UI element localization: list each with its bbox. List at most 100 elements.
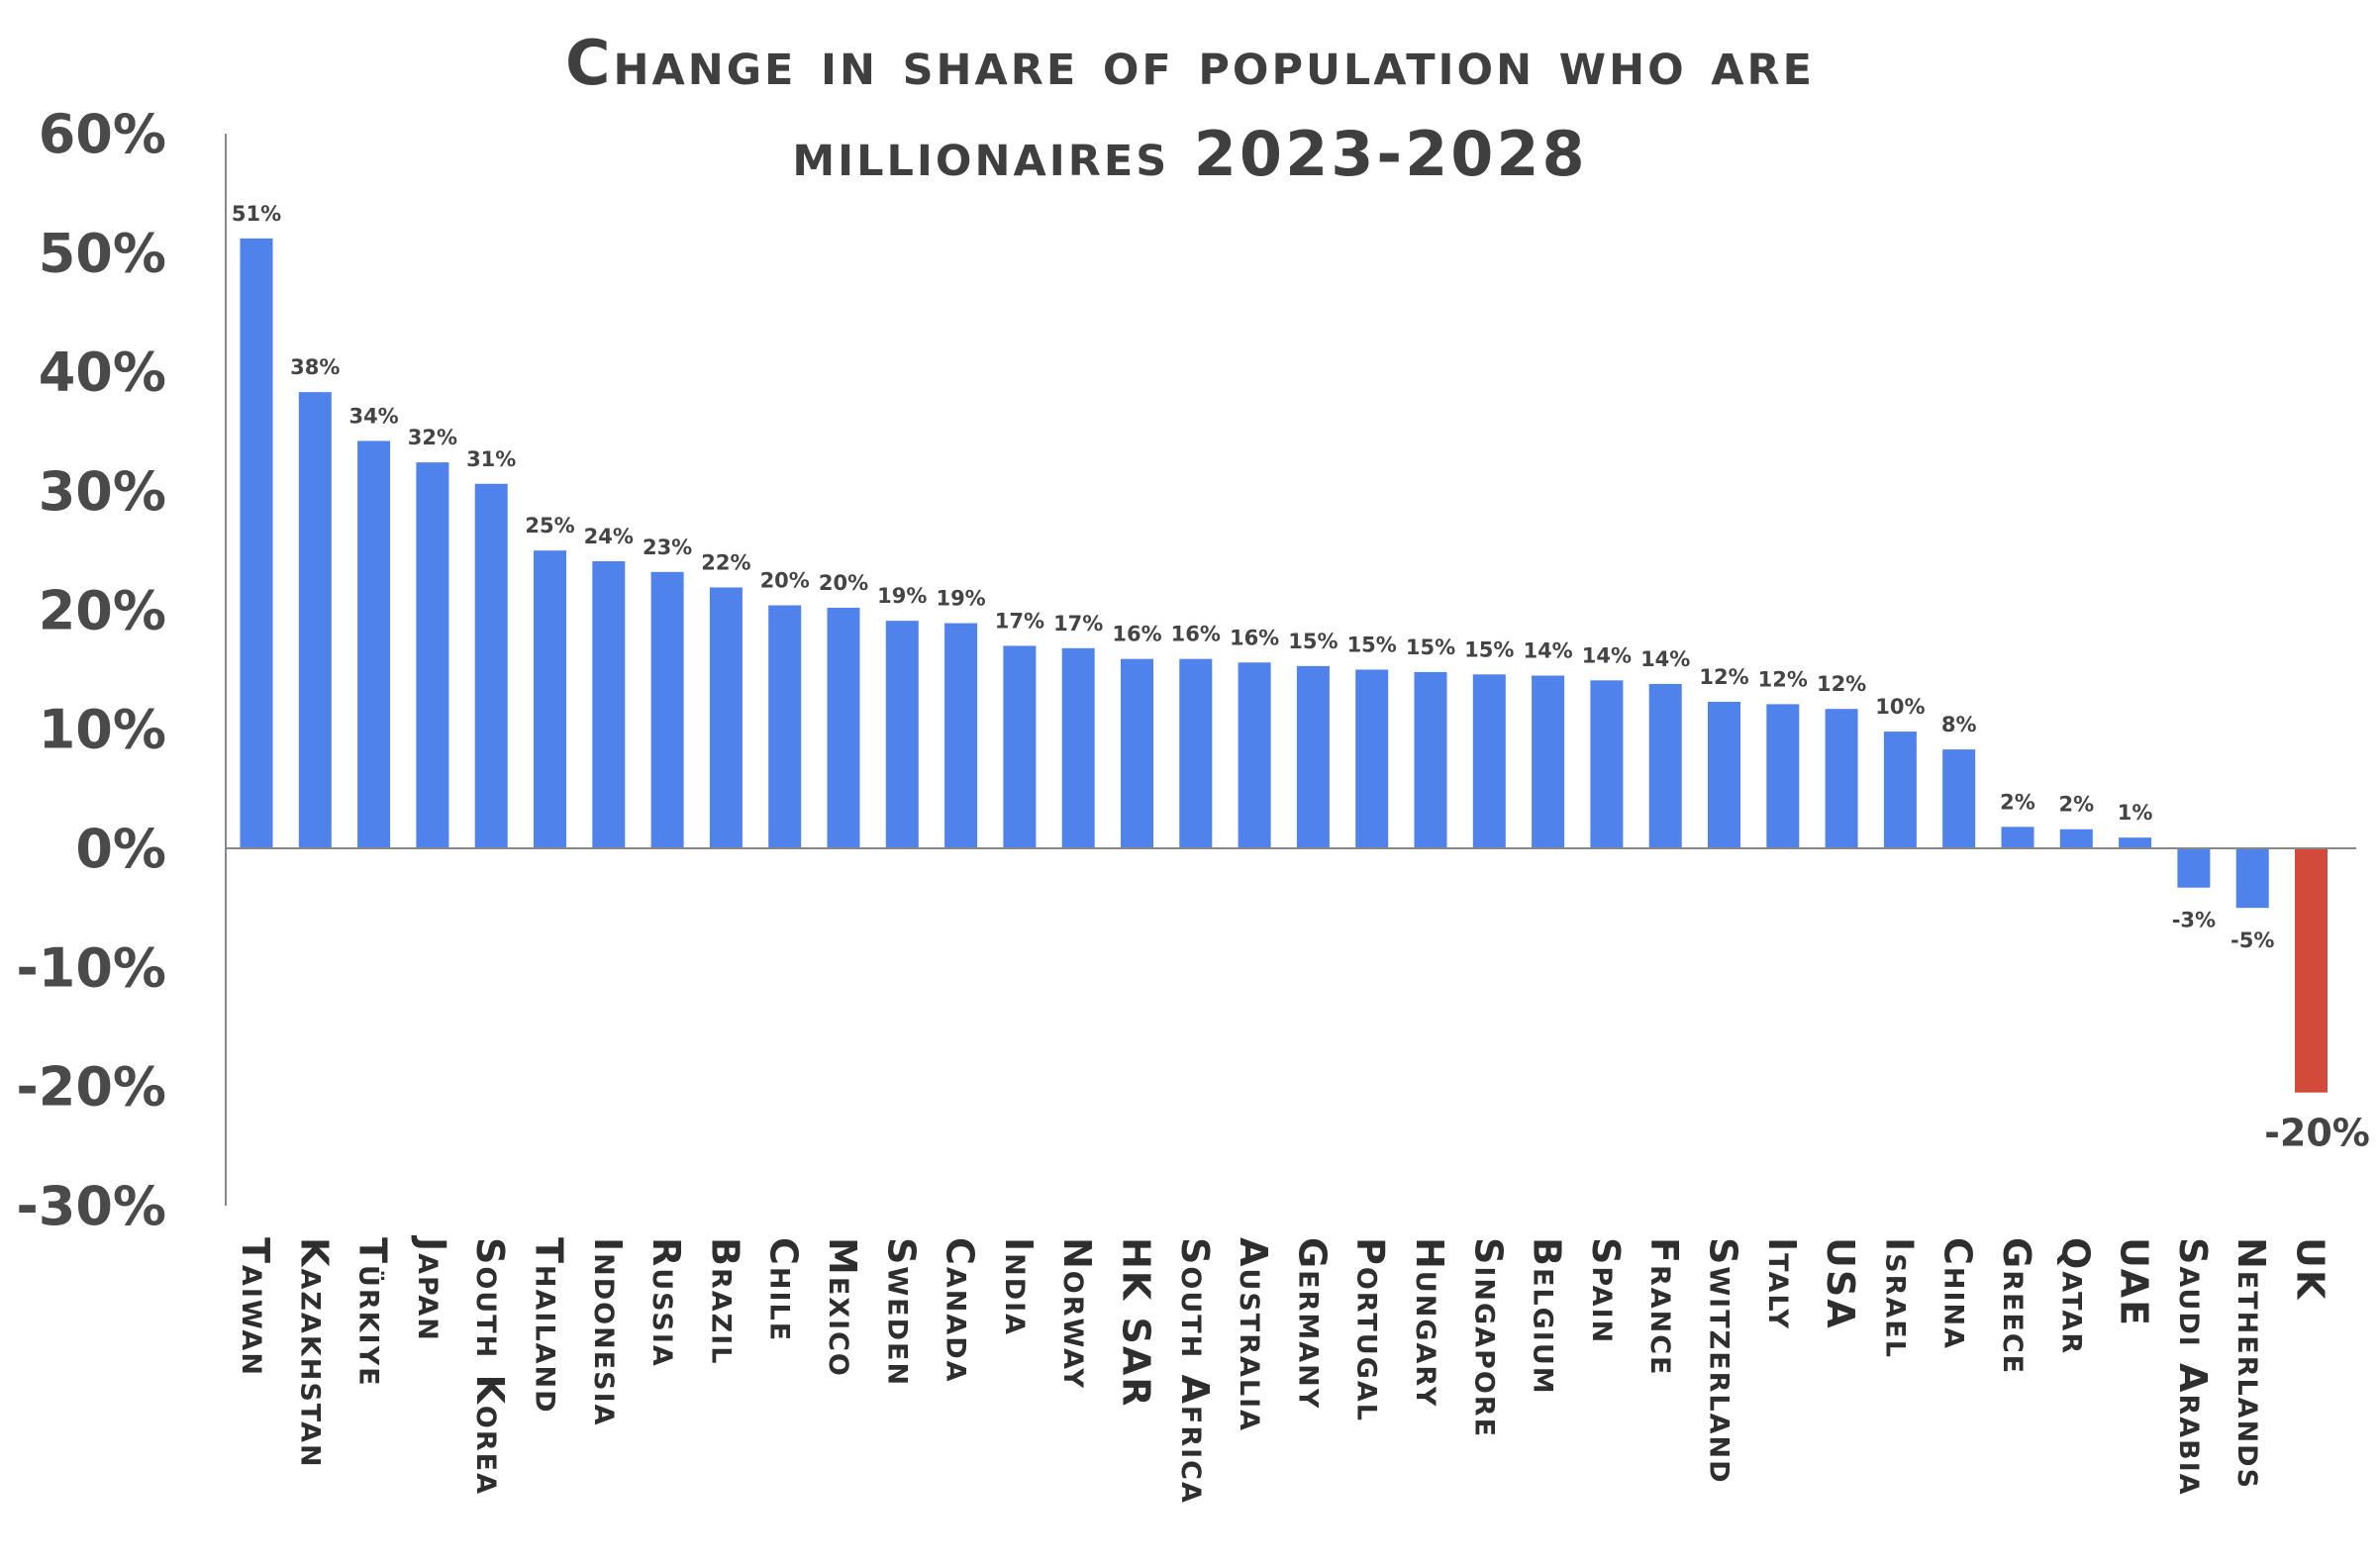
- data-label-uk: -20%: [2264, 1112, 2370, 1155]
- data-label-switzerland: 12%: [1699, 665, 1748, 689]
- bar-australia: [1238, 662, 1271, 848]
- y-tick-label: 50%: [39, 222, 166, 284]
- bar-france: [1648, 683, 1682, 848]
- x-label-italy: Italy: [1760, 1237, 1804, 1330]
- x-label-singapore: Singapore: [1466, 1237, 1510, 1438]
- x-label-chile: Chile: [762, 1237, 806, 1342]
- bars: [240, 238, 2328, 1093]
- bar-russia: [650, 571, 684, 848]
- x-label-belgium: Belgium: [1526, 1237, 1569, 1396]
- x-label-hk-sar: HK SAR: [1115, 1237, 1158, 1409]
- x-label-norway: Norway: [1055, 1237, 1099, 1390]
- bar-singapore: [1472, 674, 1506, 848]
- bar-kazakhstan: [298, 392, 332, 848]
- bar-south-korea: [474, 483, 508, 848]
- bar-china: [1942, 749, 1976, 848]
- x-label-uae: UAE: [2113, 1237, 2156, 1327]
- bar-sweden: [885, 621, 919, 848]
- bar-italy: [1766, 704, 1800, 848]
- data-label-uae: 1%: [2118, 801, 2153, 825]
- data-label-saudi-arabia: -3%: [2172, 909, 2216, 932]
- x-label-greece: Greece: [1995, 1237, 2038, 1375]
- chart-title-line-2: millionaires 2023-2028: [792, 118, 1588, 190]
- data-label-usa: 12%: [1817, 672, 1866, 696]
- x-label-portugal: Portugal: [1349, 1237, 1393, 1422]
- bar-hungary: [1414, 671, 1447, 848]
- x-label-hungary: Hungary: [1408, 1237, 1451, 1408]
- x-label-spain: Spain: [1584, 1237, 1628, 1344]
- data-label-russia: 23%: [643, 536, 692, 559]
- x-label-china: China: [1936, 1237, 1980, 1350]
- data-label-india: 17%: [995, 609, 1044, 633]
- bar-thailand: [534, 550, 566, 848]
- x-label-south-korea: South Korea: [468, 1237, 512, 1496]
- bar-usa: [1825, 709, 1858, 848]
- x-label-kazakhstan: Kazakhstan: [292, 1237, 336, 1469]
- x-label-turkiye: Türkiye: [351, 1237, 395, 1388]
- bar-qatar: [2059, 829, 2093, 848]
- y-tick-label: 0%: [75, 818, 166, 880]
- y-tick-label: -10%: [16, 936, 166, 999]
- x-label-thailand: Thailand: [528, 1237, 571, 1415]
- x-label-france: France: [1642, 1237, 1686, 1377]
- data-label-mexico: 20%: [819, 571, 868, 595]
- y-axis-ticks: 60% 50% 40% 30% 20% 10% 0% -10% -20% -30%: [16, 103, 166, 1237]
- x-label-israel: Israel: [1877, 1237, 1921, 1359]
- data-label-south-africa: 16%: [1171, 623, 1221, 646]
- bar-taiwan: [240, 238, 273, 849]
- bar-saudi-arabia: [2177, 848, 2211, 888]
- x-label-qatar: Qatar: [2053, 1237, 2097, 1355]
- data-labels: 51% 38% 34% 32% 31% 25% 24% 23% 22% 20% 20% 19% 19% 1…: [232, 202, 2370, 1155]
- data-label-japan: 32%: [408, 426, 457, 449]
- x-label-mexico: Mexico: [821, 1237, 864, 1378]
- x-label-canada: Canada: [939, 1237, 982, 1384]
- bar-portugal: [1355, 669, 1389, 848]
- data-label-greece: 2%: [2000, 790, 2035, 814]
- x-label-australia: Australia: [1232, 1237, 1275, 1432]
- x-label-indonesia: Indonesia: [586, 1237, 630, 1427]
- data-label-hungary: 15%: [1406, 635, 1455, 659]
- data-label-germany: 15%: [1288, 630, 1338, 653]
- data-label-turkiye: 34%: [348, 404, 398, 428]
- data-label-spain: 14%: [1582, 643, 1632, 667]
- bar-turkiye: [357, 440, 391, 848]
- data-label-australia: 16%: [1230, 626, 1279, 649]
- y-tick-label: 20%: [39, 579, 166, 641]
- bar-spain: [1590, 680, 1624, 848]
- data-label-brazil: 22%: [701, 550, 750, 574]
- x-label-taiwan: Taiwan: [234, 1237, 277, 1377]
- x-label-russia: Russia: [645, 1237, 688, 1368]
- bar-japan: [416, 462, 449, 848]
- chart-title: Change in share of population who are mi…: [0, 18, 2380, 200]
- x-axis-labels: Taiwan Kazakhstan Türkiye Japan South Korea T…: [234, 1234, 2332, 1505]
- data-label-singapore: 15%: [1464, 637, 1514, 661]
- y-tick-label: 10%: [39, 699, 166, 761]
- x-label-germany: Germany: [1290, 1237, 1334, 1410]
- bar-israel: [1883, 732, 1917, 848]
- bar-uk: [2295, 848, 2328, 1093]
- bar-canada: [944, 623, 978, 848]
- y-tick-label: 40%: [39, 342, 166, 404]
- data-label-sweden: 19%: [877, 584, 927, 608]
- x-label-south-africa: South Africa: [1173, 1237, 1217, 1505]
- data-label-kazakhstan: 38%: [290, 355, 340, 379]
- data-label-italy: 12%: [1758, 667, 1808, 691]
- x-label-japan: Japan: [410, 1234, 453, 1342]
- data-label-indonesia: 24%: [584, 525, 634, 548]
- data-label-taiwan: 51%: [232, 202, 281, 226]
- data-label-chile: 20%: [760, 569, 810, 593]
- bar-india: [1003, 645, 1037, 848]
- x-label-switzerland: Switzerland: [1702, 1237, 1745, 1485]
- data-label-israel: 10%: [1875, 695, 1925, 719]
- bar-uae: [2119, 837, 2152, 848]
- bar-netherlands: [2235, 848, 2269, 909]
- data-label-norway: 17%: [1053, 612, 1103, 635]
- data-label-qatar: 2%: [2058, 793, 2094, 817]
- bar-indonesia: [592, 560, 626, 848]
- bar-hk-sar: [1121, 658, 1153, 848]
- bar-germany: [1296, 665, 1330, 848]
- bar-norway: [1061, 647, 1095, 848]
- x-label-usa: USA: [1819, 1237, 1862, 1330]
- data-label-belgium: 14%: [1523, 639, 1572, 663]
